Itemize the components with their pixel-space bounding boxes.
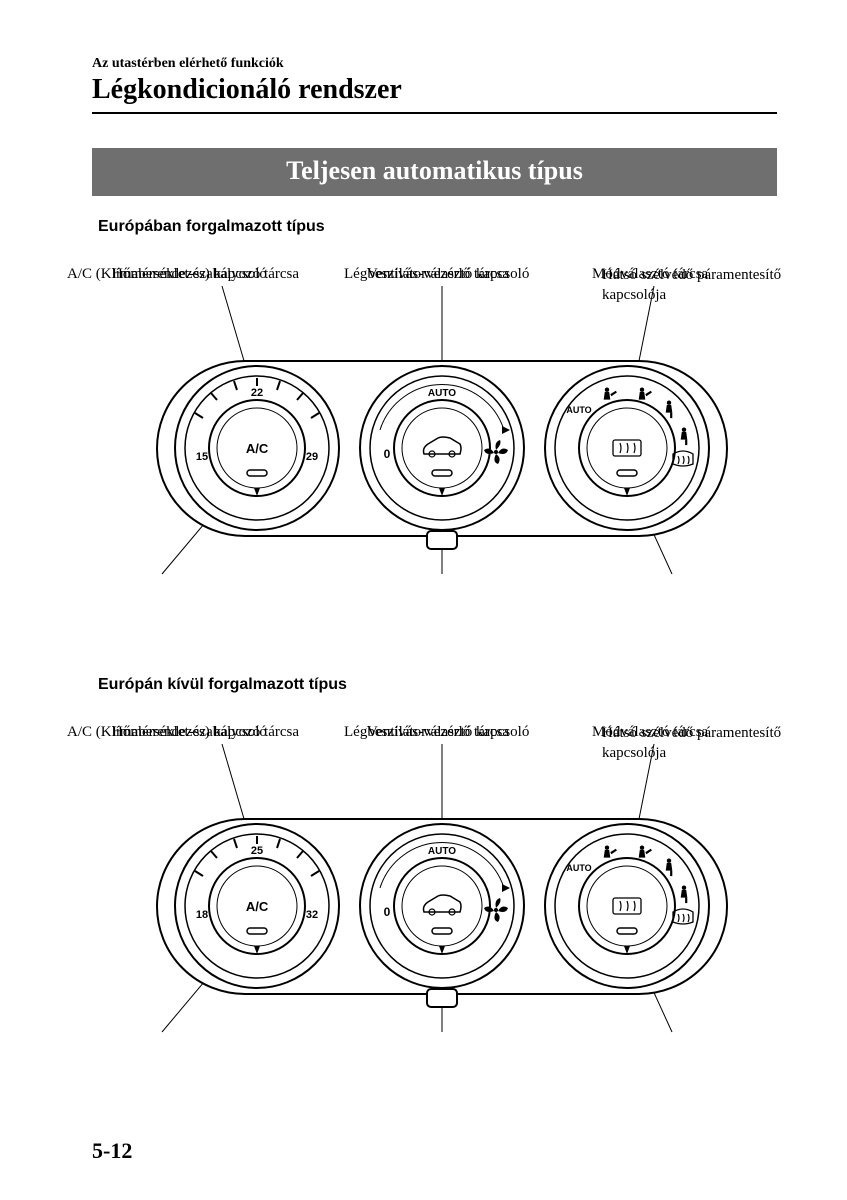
svg-text:A/C: A/C — [246, 899, 269, 914]
section-title: Légkondicionáló rendszer — [92, 74, 777, 106]
svg-text:AUTO: AUTO — [428, 388, 456, 399]
svg-text:0: 0 — [384, 447, 391, 461]
title-rule — [92, 112, 777, 114]
svg-text:25: 25 — [251, 845, 263, 857]
page-banner: Teljesen automatikus típus — [92, 148, 777, 196]
svg-text:18: 18 — [196, 909, 208, 921]
svg-text:29: 29 — [306, 451, 318, 463]
svg-text:A/C: A/C — [246, 441, 269, 456]
panel-svg-non-europe: 25 18 32 A/C AUTO 0 — [62, 724, 762, 1094]
page-number: 5-12 — [92, 1138, 132, 1164]
svg-text:15: 15 — [196, 451, 208, 463]
diagram-non-europe: Hőmérséklet-szabályozó tárcsa Ventilátor… — [62, 724, 762, 1094]
svg-text:32: 32 — [306, 909, 318, 921]
svg-text:AUTO: AUTO — [428, 846, 456, 857]
subheading-europe: Európában forgalmazott típus — [98, 218, 777, 236]
svg-text:AUTO: AUTO — [566, 863, 591, 873]
subheading-non-europe: Európán kívül forgalmazott típus — [98, 676, 777, 694]
svg-text:22: 22 — [251, 387, 263, 399]
svg-text:0: 0 — [384, 905, 391, 919]
diagram-europe: Hőmérséklet-szabályozó tárcsa Ventilátor… — [62, 266, 762, 636]
panel-svg-europe: 22 15 29 A/C AUTO 0 — [62, 266, 762, 636]
chapter-heading: Az utastérben elérhető funkciók — [92, 56, 777, 72]
svg-text:AUTO: AUTO — [566, 405, 591, 415]
